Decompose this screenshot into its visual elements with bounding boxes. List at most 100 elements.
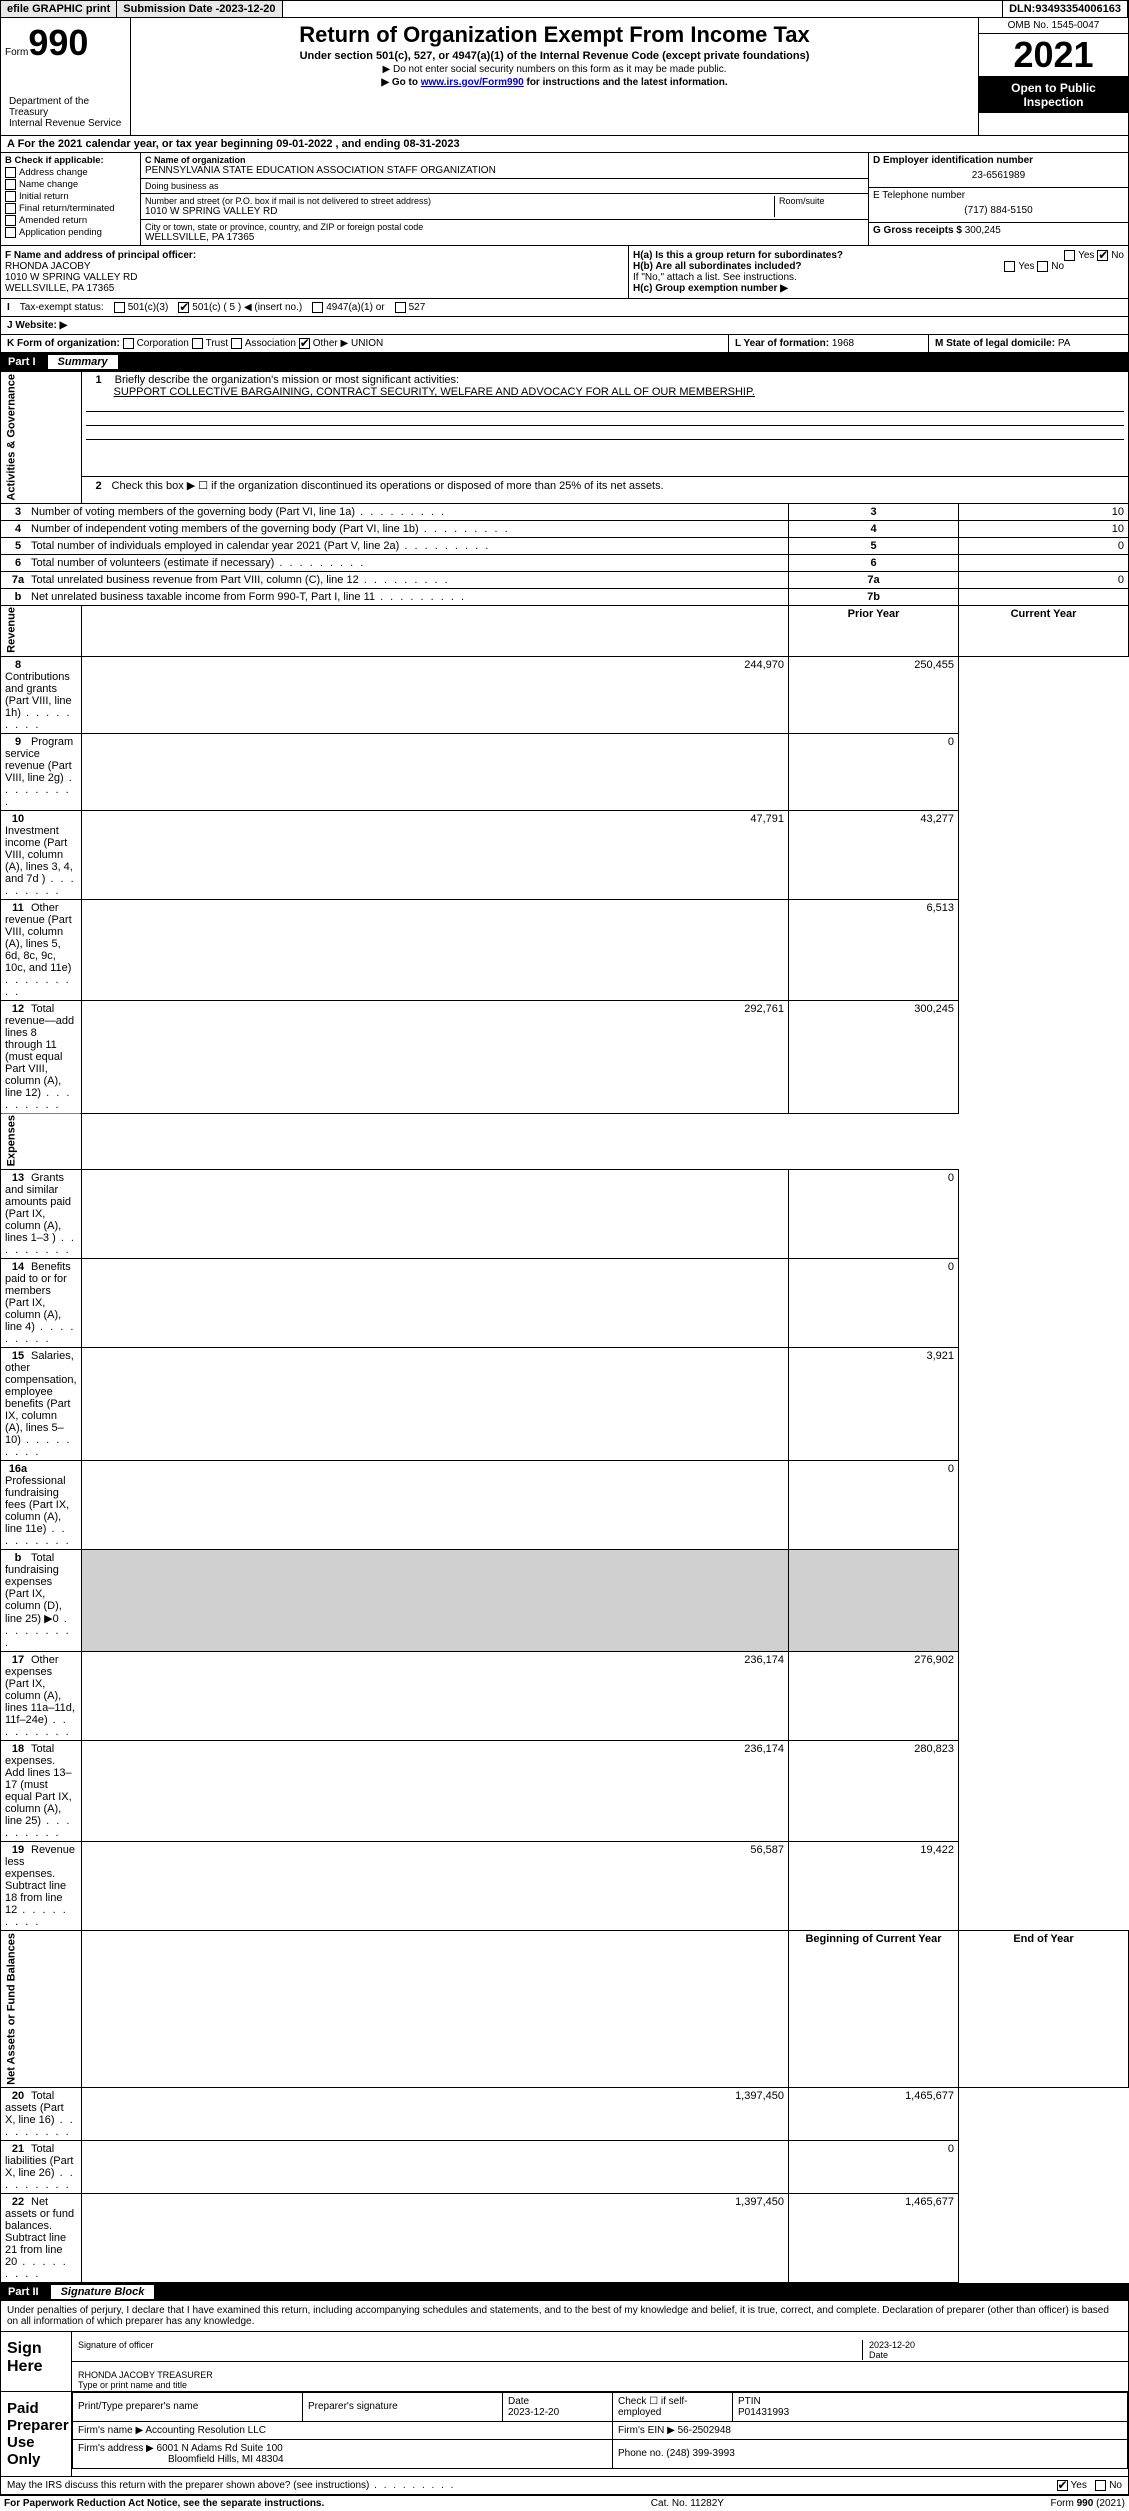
table-row: 14Benefits paid to or for members (Part … — [1, 1259, 1129, 1348]
phone-block: E Telephone number (717) 884-5150 — [869, 188, 1128, 223]
side-expenses: Expenses — [1, 1113, 82, 1169]
omb-number: OMB No. 1545-0047 — [979, 18, 1128, 34]
page-footer: For Paperwork Reduction Act Notice, see … — [0, 2495, 1129, 2511]
b-label: B Check if applicable: — [5, 155, 136, 166]
line-1-text: Briefly describe the organization's miss… — [115, 374, 459, 386]
check-501c3[interactable] — [114, 302, 125, 313]
efile-print-button[interactable]: efile GRAPHIC print — [1, 1, 117, 17]
table-row: bTotal fundraising expenses (Part IX, co… — [1, 1550, 1129, 1652]
tax-exempt-status: I Tax-exempt status: 501(c)(3) 501(c) ( … — [0, 299, 1129, 317]
hb-yes[interactable] — [1004, 261, 1015, 272]
officer-name: RHONDA JACOBY — [5, 261, 624, 272]
officer-addr1: 1010 W SPRING VALLEY RD — [5, 272, 624, 283]
state-domicile: PA — [1058, 338, 1071, 349]
ha-yes[interactable] — [1064, 250, 1075, 261]
part-2-header: Part II Signature Block — [0, 2283, 1129, 2301]
self-employed-check[interactable]: Check ☐ if self-employed — [613, 2392, 733, 2421]
line-1-num: 1 — [86, 374, 112, 386]
dln: DLN: 93493354006163 — [1003, 1, 1128, 17]
part-1-header: Part I Summary — [0, 353, 1129, 371]
check-527[interactable] — [395, 302, 406, 313]
check-address-change[interactable]: Address change — [5, 167, 136, 178]
street-address: 1010 W SPRING VALLEY RD — [145, 206, 774, 217]
check-initial-return[interactable]: Initial return — [5, 191, 136, 202]
mission-statement: SUPPORT COLLECTIVE BARGAINING, CONTRACT … — [114, 386, 755, 398]
submission-date: 2023-12-20 — [219, 3, 275, 15]
table-row: 16aProfessional fundraising fees (Part I… — [1, 1461, 1129, 1550]
check-application-pending[interactable]: Application pending — [5, 227, 136, 238]
form-number: 990 — [28, 22, 88, 63]
col-beginning-year: Beginning of Current Year — [789, 1931, 959, 2088]
table-row: 10Investment income (Part VIII, column (… — [1, 810, 1129, 899]
form-title: Return of Organization Exempt From Incom… — [139, 22, 970, 48]
officer-name-title: RHONDA JACOBY TREASURER — [78, 2370, 1122, 2380]
discuss-no[interactable] — [1095, 2480, 1106, 2491]
check-4947a1[interactable] — [312, 302, 323, 313]
gross-receipts-block: G Gross receipts $ 300,245 — [869, 223, 1128, 238]
website-line: J Website: ▶ — [0, 317, 1129, 335]
table-row: bNet unrelated business taxable income f… — [1, 588, 1129, 605]
table-row: 9Program service revenue (Part VIII, lin… — [1, 733, 1129, 810]
header-block-bcdeg: B Check if applicable: Address change Na… — [0, 153, 1129, 246]
top-bar: efile GRAPHIC print Submission Date - 20… — [0, 0, 1129, 18]
h-c: H(c) Group exemption number ▶ — [633, 283, 1124, 294]
check-association[interactable] — [231, 338, 242, 349]
paid-preparer-label: Paid Preparer Use Only — [1, 2392, 71, 2476]
ha-no[interactable] — [1097, 250, 1108, 261]
check-trust[interactable] — [192, 338, 203, 349]
principal-officer-block: F Name and address of principal officer:… — [1, 246, 628, 298]
check-501c[interactable] — [178, 302, 189, 313]
line-2-text: Check this box ▶ ☐ if the organization d… — [112, 480, 664, 492]
side-activities-governance: Activities & Governance — [1, 372, 82, 504]
dba-block: Doing business as — [141, 179, 868, 194]
table-row: 22Net assets or fund balances. Subtract … — [1, 2193, 1129, 2282]
discuss-line: May the IRS discuss this return with the… — [1, 2476, 1128, 2494]
discuss-yes[interactable] — [1057, 2480, 1068, 2491]
check-amended-return[interactable]: Amended return — [5, 215, 136, 226]
h-b: H(b) Are all subordinates included? Yes … — [633, 261, 1124, 272]
table-row: 4Number of independent voting members of… — [1, 520, 1129, 537]
form990-link[interactable]: www.irs.gov/Form990 — [421, 77, 524, 88]
table-row: 15Salaries, other compensation, employee… — [1, 1348, 1129, 1461]
check-corporation[interactable] — [123, 338, 134, 349]
table-row: 8Contributions and grants (Part VIII, li… — [1, 656, 1129, 733]
gross-receipts: 300,245 — [965, 225, 1001, 236]
department: Department of the Treasury Internal Reve… — [5, 94, 126, 131]
table-row: 7aTotal unrelated business revenue from … — [1, 571, 1129, 588]
col-current-year: Current Year — [959, 605, 1129, 656]
footer-left: For Paperwork Reduction Act Notice, see … — [4, 2498, 324, 2509]
signature-block: Under penalties of perjury, I declare th… — [0, 2301, 1129, 2495]
form-subtitle: Under section 501(c), 527, or 4947(a)(1)… — [139, 50, 970, 62]
firm-addr1: 6001 N Adams Rd Suite 100 — [157, 2443, 283, 2454]
table-row: 5Total number of individuals employed in… — [1, 537, 1129, 554]
h-a: H(a) Is this a group return for subordin… — [633, 250, 1124, 261]
firm-phone: (248) 399-3993 — [666, 2448, 734, 2459]
form-word: Form — [5, 47, 28, 58]
part-1-table: Activities & Governance 1 Briefly descri… — [0, 371, 1129, 2283]
col-end-year: End of Year — [959, 1931, 1129, 2088]
prep-name-label: Print/Type preparer's name — [73, 2392, 303, 2421]
check-name-change[interactable]: Name change — [5, 179, 136, 190]
sig-date: 2023-12-20 — [869, 2340, 1122, 2350]
org-name-block: C Name of organization PENNSYLVANIA STAT… — [141, 153, 868, 179]
prep-date: 2023-12-20 — [508, 2407, 559, 2418]
hb-no[interactable] — [1037, 261, 1048, 272]
check-other[interactable] — [299, 338, 310, 349]
phone: (717) 884-5150 — [873, 201, 1124, 220]
city-block: City or town, state or province, country… — [141, 220, 868, 245]
address-block: Number and street (or P.O. box if mail i… — [141, 194, 868, 220]
footer-mid: Cat. No. 11282Y — [651, 2498, 724, 2509]
tax-period: A For the 2021 calendar year, or tax yea… — [0, 136, 1129, 153]
table-row: 12Total revenue—add lines 8 through 11 (… — [1, 1000, 1129, 1113]
ptin: P01431993 — [738, 2407, 789, 2418]
submission-date-label: Submission Date - 2023-12-20 — [117, 1, 282, 17]
table-row: 3Number of voting members of the governi… — [1, 503, 1129, 520]
firm-addr2: Bloomfield Hills, MI 48304 — [168, 2454, 284, 2465]
officer-addr2: WELLSVILLE, PA 17365 — [5, 283, 624, 294]
table-row: 19Revenue less expenses. Subtract line 1… — [1, 1842, 1129, 1931]
side-net-assets: Net Assets or Fund Balances — [1, 1931, 82, 2088]
ein: 23-6561989 — [873, 166, 1124, 185]
firm-name: Accounting Resolution LLC — [145, 2425, 266, 2436]
topbar-spacer — [283, 1, 1004, 17]
check-final-return[interactable]: Final return/terminated — [5, 203, 136, 214]
